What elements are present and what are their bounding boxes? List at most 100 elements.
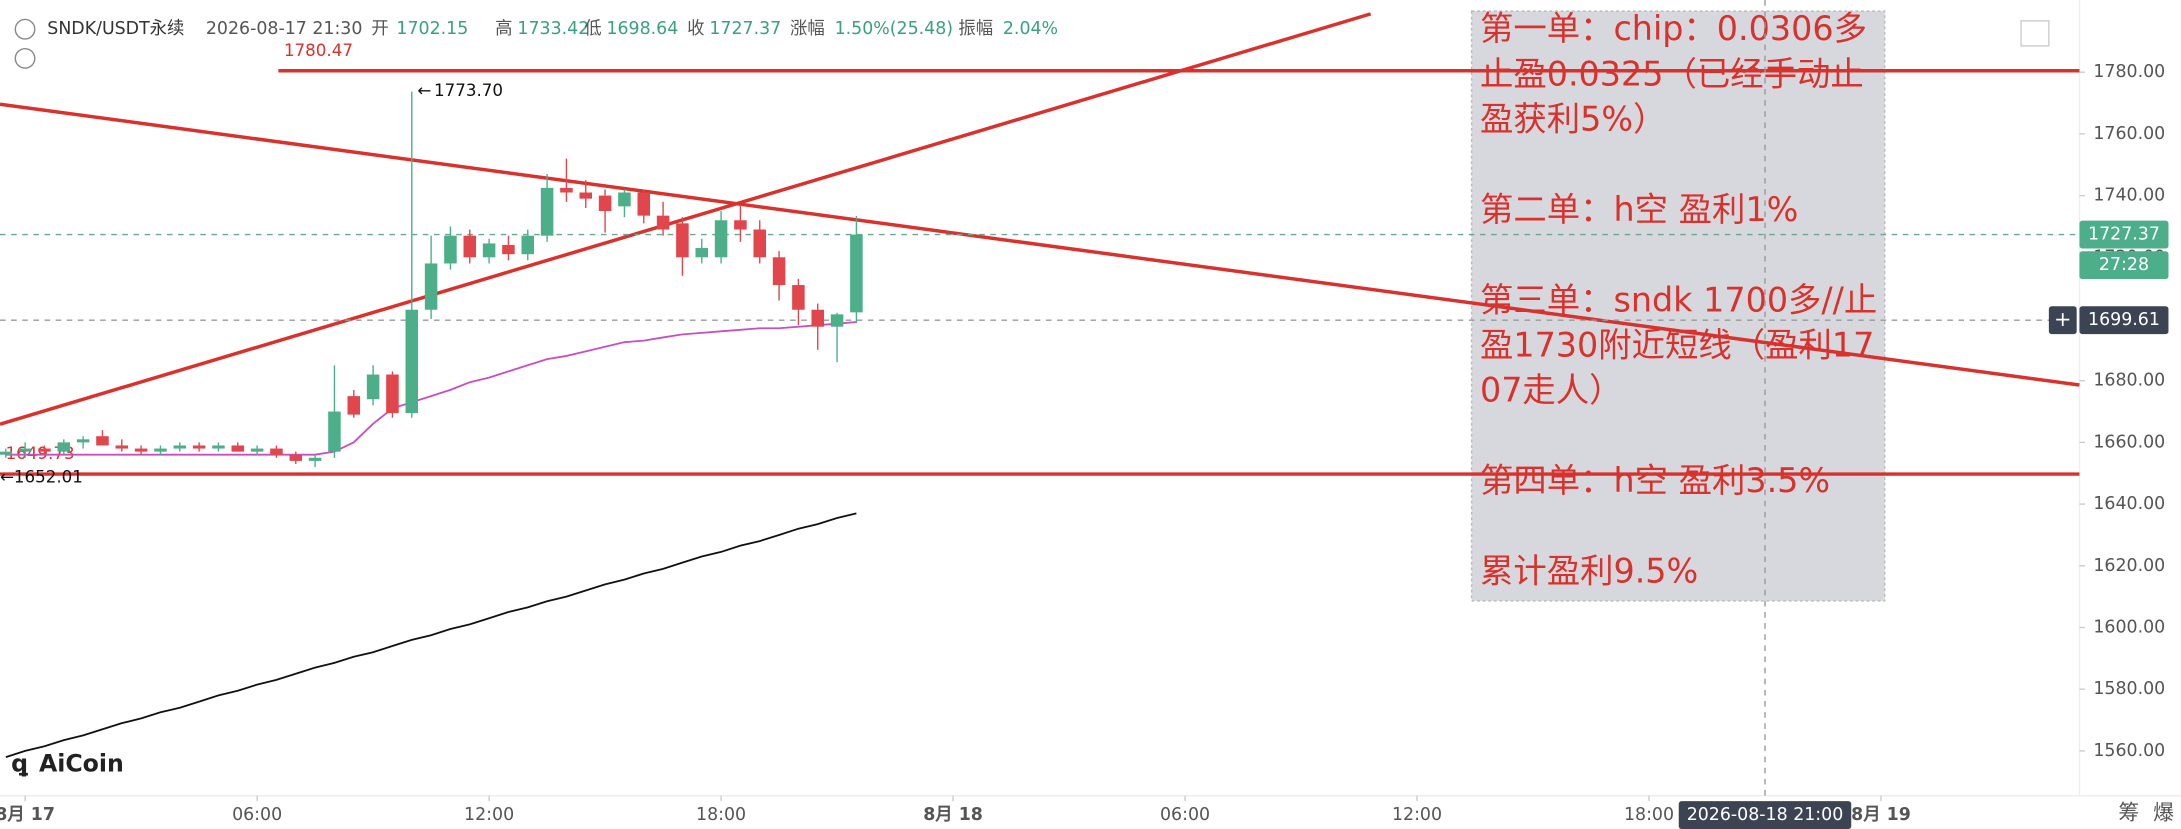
x-tick-label: 18:00 (1624, 805, 1674, 825)
candle-body (289, 454, 303, 461)
candle-body (695, 248, 709, 258)
candle-body (482, 243, 496, 258)
price-line-label: 1780.47 (284, 41, 353, 60)
x-tick-label: 12:00 (464, 805, 514, 825)
high-value: 1733.42 (517, 19, 589, 39)
crosshair-x-box (1678, 801, 1852, 829)
x-tick-label: 06:00 (1160, 805, 1210, 825)
high-marker-arrow: ← (417, 81, 431, 100)
change-value: 1.50%(25.48) (835, 19, 954, 39)
y-tick-label: 1560.00 (2093, 741, 2165, 761)
candle-body (540, 187, 554, 236)
low-label: 低 (584, 19, 601, 39)
candle-body (753, 229, 767, 258)
y-tick-label: 1740.00 (2093, 186, 2165, 206)
note-line: 盈获利5%） (1480, 100, 1666, 139)
candle-body (830, 314, 844, 327)
candle-body (366, 374, 380, 400)
last-price-label: 1727.37 (2088, 225, 2160, 245)
low-value: 1698.64 (606, 19, 678, 39)
y-tick-label: 1660.00 (2093, 432, 2165, 452)
x-tick-label: 06:00 (232, 805, 282, 825)
note-line: 第二单：h空 盈利1% (1480, 190, 1798, 229)
crosshair-y-box (2079, 306, 2169, 335)
candle-body (618, 192, 631, 207)
last-price-box (2079, 220, 2169, 249)
candle-body (386, 374, 399, 414)
x-tick-label: 8月 17 (0, 805, 55, 825)
candle-body (328, 411, 341, 452)
y-tick-label: 1760.00 (2093, 124, 2165, 144)
high-marker: 1773.70 (434, 81, 503, 100)
y-tick-label: 1600.00 (2093, 617, 2165, 637)
countdown-label: 27:28 (2099, 255, 2149, 275)
high-label: 高 (495, 19, 512, 39)
candle-body (250, 448, 264, 452)
add-alert-icon: + (2054, 307, 2071, 331)
candle-body (154, 448, 167, 452)
y-tick-label: 1680.00 (2093, 371, 2165, 391)
close-value: 1727.37 (709, 19, 781, 39)
open-label: 开 (371, 19, 388, 39)
candle-body (637, 192, 651, 216)
note-line: 累计盈利9.5% (1480, 552, 1698, 591)
close-label: 收 (687, 19, 704, 39)
indicator-line (5, 512, 857, 758)
candle-body (96, 436, 109, 446)
change-label: 涨幅 (790, 19, 825, 39)
candle-body (38, 448, 51, 452)
amplitude-value: 2.04% (1003, 19, 1058, 39)
candle-body (676, 223, 689, 258)
candle-body (734, 220, 747, 230)
open-value: 1702.15 (396, 19, 468, 39)
amplitude-label: 振幅 (958, 19, 993, 39)
candle-body (192, 445, 206, 449)
candle-body (405, 309, 419, 414)
fullscreen-button[interactable] (2020, 20, 2050, 47)
y-tick-label: 1580.00 (2093, 679, 2165, 699)
candle-body (0, 451, 13, 455)
note-line: 第四单：h空 盈利3.5% (1480, 461, 1830, 500)
countdown-box (2079, 251, 2169, 280)
candle-body (231, 445, 245, 452)
logo: AiCoin (39, 750, 124, 778)
candle-body (521, 235, 535, 255)
candle-body (308, 457, 322, 461)
candle-body (560, 187, 573, 193)
time: 2026-08-17 21:30 (206, 19, 363, 39)
symbol: SNDK/USDT永续 (47, 19, 184, 39)
note-line: 第一单：chip：0.0306多 (1480, 9, 1867, 48)
candle-body (656, 215, 670, 230)
x-tick-label: 8月 18 (923, 805, 983, 825)
collapse-icon[interactable] (14, 18, 36, 40)
candle-body (347, 396, 361, 415)
candle-body (57, 442, 71, 452)
trendline (0, 102, 2080, 387)
candle-body (714, 220, 728, 258)
trendline (0, 12, 1372, 426)
x-tick-label: 18:00 (696, 805, 746, 825)
candle-body (772, 257, 786, 286)
candle-body (424, 263, 438, 310)
add-alert-button[interactable] (2048, 306, 2077, 335)
side-button[interactable]: 筹 (2118, 801, 2139, 825)
crosshair-x-label: 2026-08-18 21:00 (1687, 805, 1844, 825)
candle-body (212, 445, 225, 449)
indicator-line (5, 321, 857, 456)
low-marker-arrow: ← (0, 468, 14, 487)
candle-body (811, 309, 824, 327)
note-line: 07走人） (1480, 371, 1623, 410)
y-tick-label: 1640.00 (2093, 494, 2165, 514)
candle-body (502, 244, 515, 255)
candle-body (444, 235, 457, 264)
low-marker: 1652.01 (14, 468, 83, 487)
candle-body (579, 192, 593, 199)
candle-body (173, 445, 187, 449)
side-button[interactable]: 爆 (2153, 801, 2174, 825)
expand-icon[interactable] (14, 47, 36, 69)
candle-body (76, 439, 90, 443)
candle-body (598, 195, 612, 212)
candle-body (850, 234, 863, 313)
